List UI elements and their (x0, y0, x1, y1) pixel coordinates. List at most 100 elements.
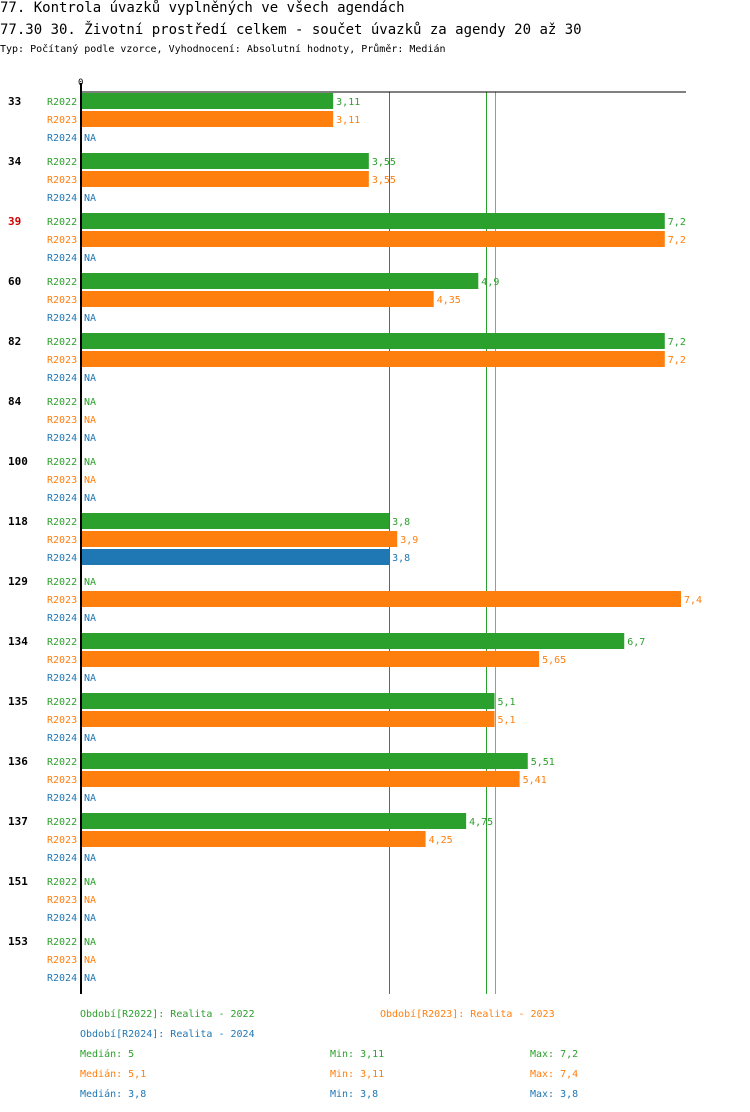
legend-max: Max: 7,4 (530, 1069, 578, 1080)
bar (81, 513, 390, 529)
series-label: R2022 (47, 877, 77, 888)
value-label: 3,55 (372, 157, 396, 168)
series-label: R2023 (47, 535, 77, 546)
bar (81, 633, 625, 649)
chart-title: 77. Kontrola úvazků vyplněných ve všech … (0, 0, 405, 16)
value-label: 4,25 (429, 835, 453, 846)
value-label: 6,7 (627, 637, 645, 648)
series-label: R2023 (47, 595, 77, 606)
na-label: NA (84, 733, 96, 744)
series-label: R2024 (47, 373, 77, 384)
category-label: 100 (8, 455, 28, 468)
value-label: 3,8 (392, 517, 410, 528)
category-label: 129 (8, 575, 28, 588)
bar (81, 93, 334, 109)
value-label: 7,4 (684, 595, 702, 606)
category-label: 118 (8, 515, 28, 528)
series-label: R2022 (47, 397, 77, 408)
bar (81, 771, 520, 787)
na-label: NA (84, 253, 96, 264)
legend-median: Medián: 5,1 (80, 1068, 146, 1080)
series-label: R2022 (47, 937, 77, 948)
legend-min: Min: 3,8 (330, 1089, 378, 1100)
na-label: NA (84, 613, 96, 624)
category-label: 153 (8, 935, 28, 948)
series-label: R2024 (47, 553, 77, 564)
category-label: 84 (8, 395, 22, 408)
value-label: 3,11 (336, 115, 360, 126)
series-label: R2024 (47, 313, 77, 324)
legend-period-r2023: Období[R2023]: Realita - 2023 (380, 1008, 555, 1020)
series-label: R2023 (47, 895, 77, 906)
bar (81, 813, 467, 829)
bar (81, 291, 434, 307)
series-label: R2022 (47, 697, 77, 708)
chart-subtitle: 77.30 30. Životní prostředí celkem - sou… (0, 22, 582, 38)
series-label: R2022 (47, 277, 77, 288)
value-label: 7,2 (668, 235, 686, 246)
value-label: 5,1 (498, 697, 516, 708)
series-label: R2022 (47, 577, 77, 588)
category-label: 136 (8, 755, 28, 768)
na-label: NA (84, 493, 96, 504)
series-label: R2024 (47, 913, 77, 924)
value-label: 5,1 (498, 715, 516, 726)
series-label: R2024 (47, 253, 77, 264)
series-label: R2024 (47, 193, 77, 204)
series-label: R2024 (47, 853, 77, 864)
category-label: 60 (8, 275, 21, 288)
series-label: R2022 (47, 757, 77, 768)
na-label: NA (84, 475, 96, 486)
bar (81, 111, 334, 127)
na-label: NA (84, 937, 96, 948)
legend-median: Medián: 5 (80, 1048, 134, 1060)
bar (81, 153, 369, 169)
value-label: 7,2 (668, 217, 686, 228)
legend-min: Min: 3,11 (330, 1069, 384, 1080)
na-label: NA (84, 793, 96, 804)
na-label: NA (84, 313, 96, 324)
bar (81, 651, 540, 667)
value-label: 3,55 (372, 175, 396, 186)
value-label: 4,75 (469, 817, 493, 828)
na-label: NA (84, 457, 96, 468)
category-label: 34 (8, 155, 22, 168)
series-label: R2024 (47, 493, 77, 504)
bar (81, 591, 681, 607)
bar (81, 333, 665, 349)
legend-period-r2024: Období[R2024]: Realita - 2024 (80, 1028, 255, 1040)
series-label: R2023 (47, 835, 77, 846)
value-label: 7,2 (668, 337, 686, 348)
na-label: NA (84, 895, 96, 906)
series-label: R2023 (47, 955, 77, 966)
category-label: 33 (8, 95, 21, 108)
na-label: NA (84, 133, 96, 144)
bar (81, 351, 665, 367)
value-label: 3,8 (392, 553, 410, 564)
na-label: NA (84, 577, 96, 588)
legend-period-r2022: Období[R2022]: Realita - 2022 (80, 1008, 255, 1020)
value-label: 4,35 (437, 295, 461, 306)
na-label: NA (84, 853, 96, 864)
series-label: R2022 (47, 457, 77, 468)
bar (81, 693, 495, 709)
category-label: 137 (8, 815, 28, 828)
value-label: 7,2 (668, 355, 686, 366)
series-label: R2023 (47, 295, 77, 306)
legend-max: Max: 7,2 (530, 1049, 578, 1060)
category-label: 39 (8, 215, 21, 228)
series-label: R2024 (47, 613, 77, 624)
legend-median: Medián: 3,8 (80, 1088, 146, 1100)
series-label: R2024 (47, 673, 77, 684)
bar (81, 231, 665, 247)
series-label: R2024 (47, 433, 77, 444)
series-label: R2022 (47, 157, 77, 168)
category-label: 82 (8, 335, 21, 348)
na-label: NA (84, 433, 96, 444)
series-label: R2022 (47, 337, 77, 348)
na-label: NA (84, 913, 96, 924)
series-label: R2022 (47, 97, 77, 108)
bar (81, 753, 528, 769)
na-label: NA (84, 415, 96, 426)
series-label: R2022 (47, 637, 77, 648)
